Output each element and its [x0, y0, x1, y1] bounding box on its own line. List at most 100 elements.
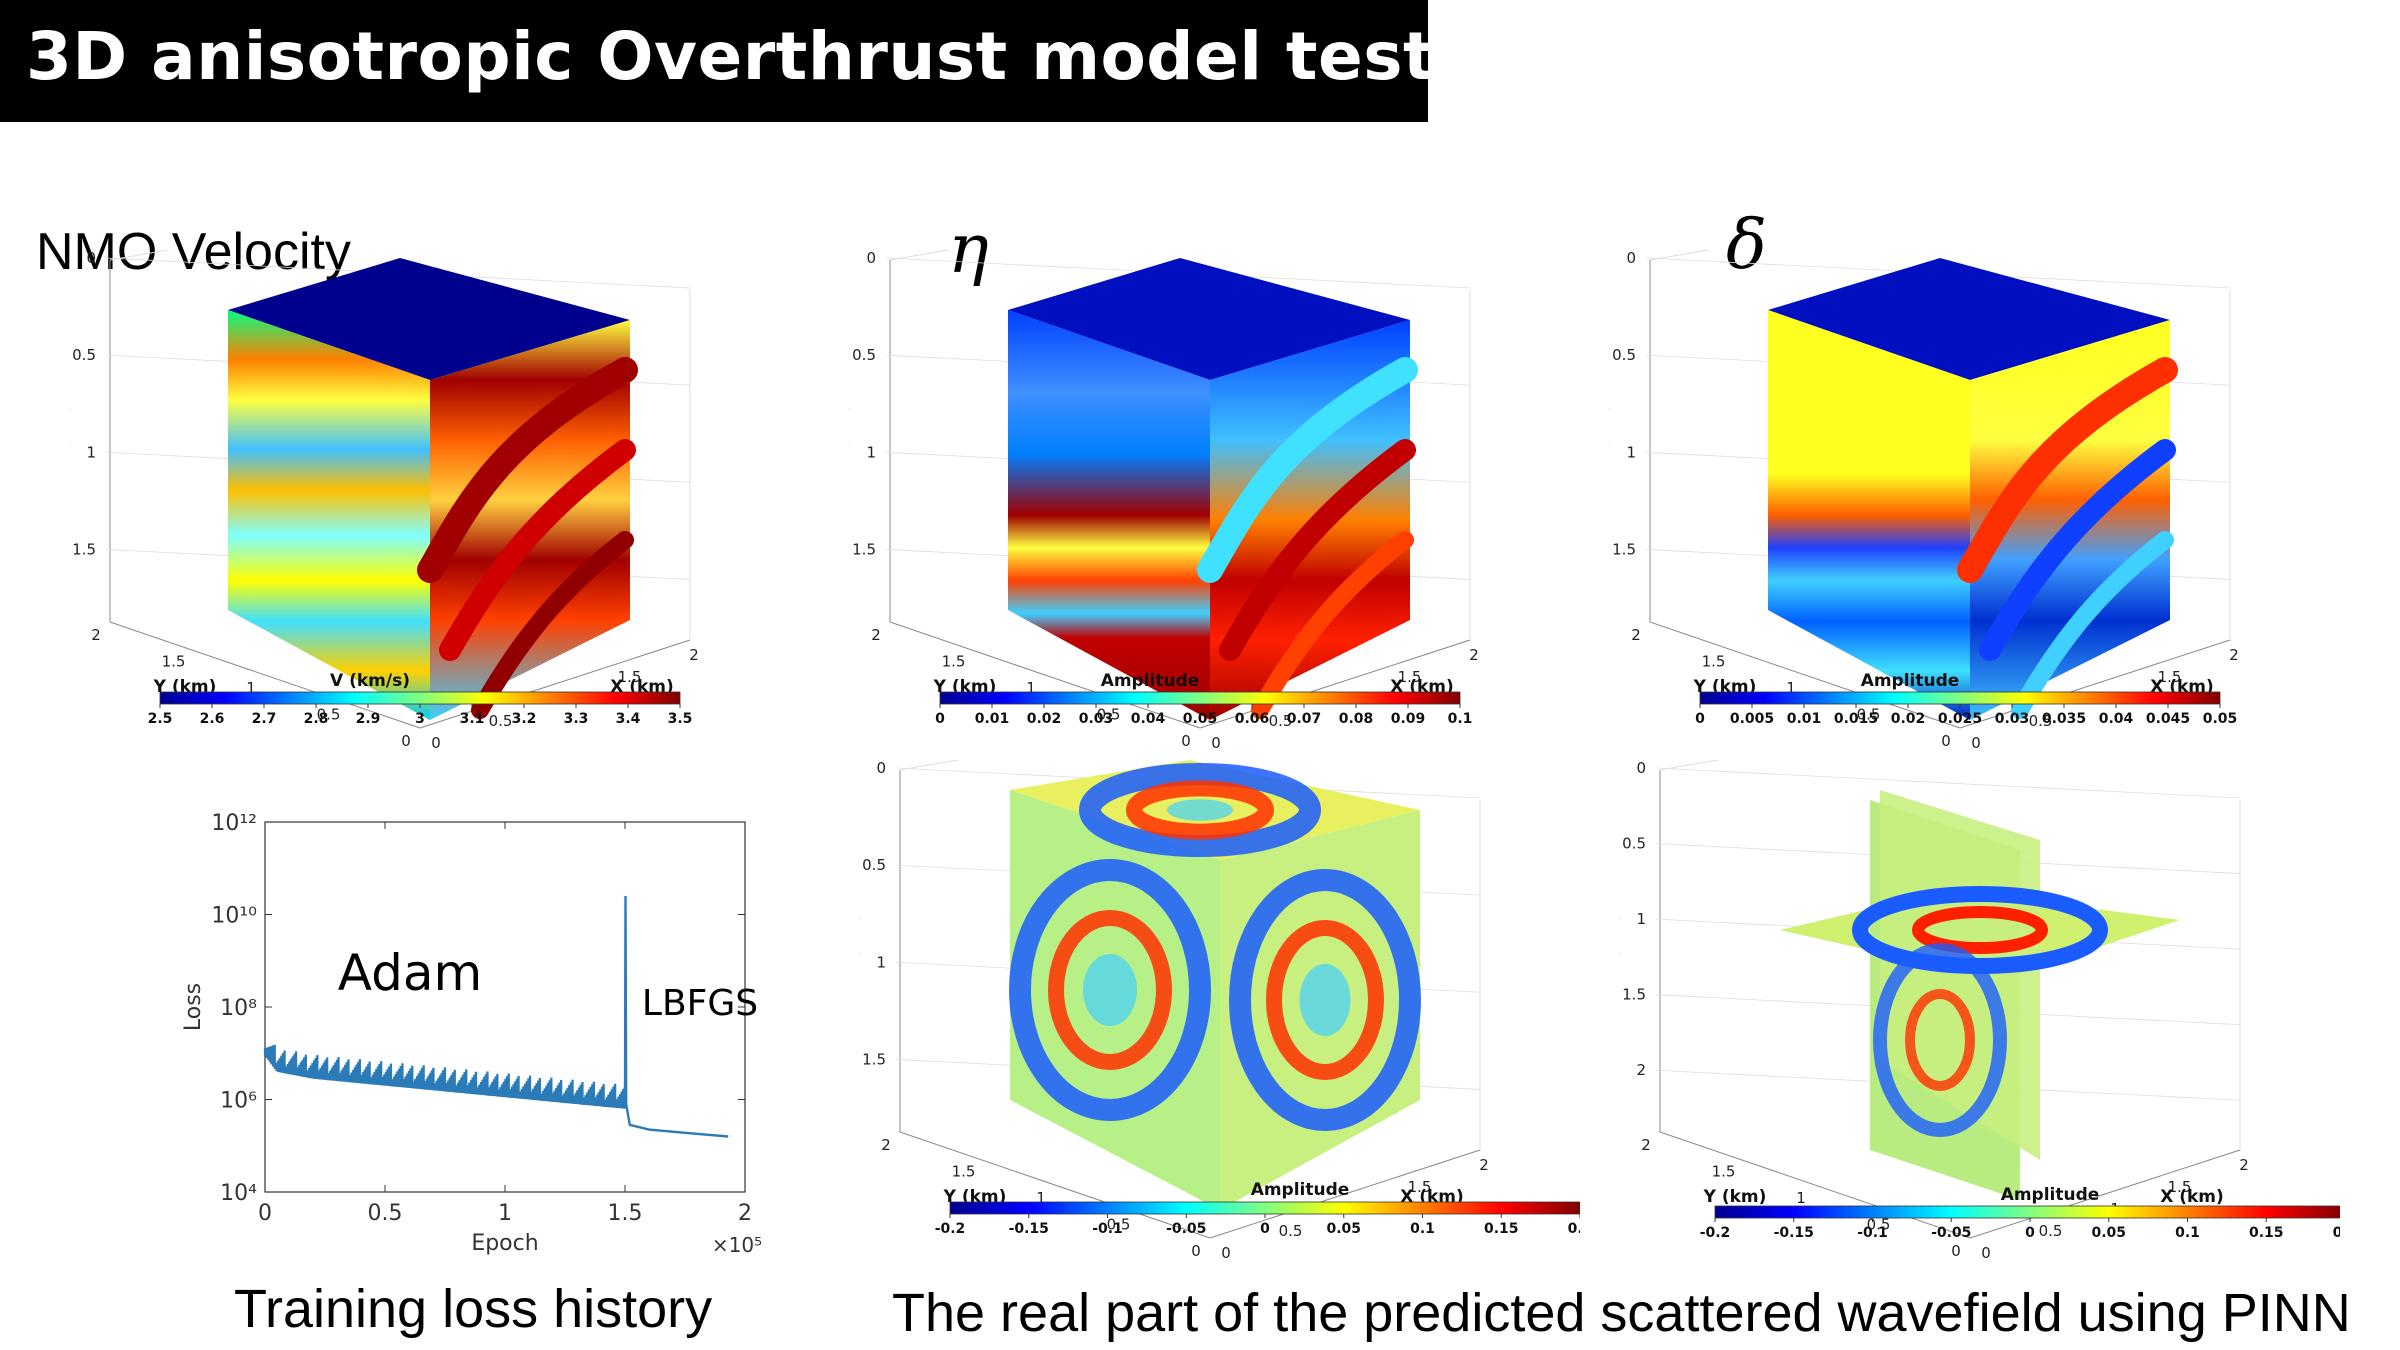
delta-colorbar-tick: 0.005 [1730, 711, 1774, 727]
eta-y-tick: 0.5 [1097, 706, 1121, 724]
wave_slices-plot: 00.511.52Z (km)21.510.50Y (km)00.511.52X… [1620, 760, 2340, 1260]
wave_cube-colorbar-tick: -0.1 [1092, 1221, 1123, 1237]
wave_cube-x-tick: 1.5 [1408, 1178, 1432, 1196]
eta-x-tick: 0.5 [1269, 712, 1293, 730]
loss-y-label: Loss [181, 983, 206, 1031]
wave_cube-colorbar-tick: 0 [1260, 1221, 1270, 1237]
wave_cube-z-label: Z (km) [860, 914, 863, 977]
delta-y-tick: 0.5 [1857, 706, 1881, 724]
wave_slices-x-tick: 0.5 [2039, 1222, 2063, 1240]
delta-colorbar-tick: 0.04 [2099, 711, 2134, 727]
delta-y-tick: 2 [1631, 626, 1641, 644]
wave_slices-z-tick: 1 [1636, 910, 1646, 928]
wave_slices-z-tick: 1.5 [1622, 986, 1646, 1004]
wave_cube-colorbar-label: Amplitude [1251, 1180, 1350, 1200]
delta-colorbar-tick: 0.015 [1834, 711, 1878, 727]
eta-z-tick: 1 [866, 443, 876, 461]
eta-z-label: Z (km) [850, 404, 853, 467]
loss-x-tick: 2 [738, 1201, 752, 1226]
nmo-colorbar [159, 691, 681, 705]
delta-x-tick: 0.5 [2029, 712, 2053, 730]
loss-caption: Training loss history [234, 1279, 713, 1339]
wavefield-cube-panel: 00.511.5Z (km)21.510.50Y (km)00.511.52X … [860, 760, 1580, 1260]
delta-structure [1957, 357, 2178, 583]
wave_slices-colorbar-label: Amplitude [2001, 1185, 2100, 1205]
loss-y-tick: 10⁶ [220, 1089, 257, 1114]
title-bar: 3D anisotropic Overthrust model test [0, 0, 1435, 122]
wave_slices-x-tick: 1.5 [2168, 1178, 2192, 1196]
wave_cube-y-tick: 1.5 [952, 1163, 976, 1181]
nmo-z-tick: 1.5 [72, 540, 96, 558]
wave_cube-z-tick: 1 [876, 953, 886, 971]
eta-x-tick: 0 [1211, 734, 1221, 750]
eta-colorbar-label: Amplitude [1101, 671, 1200, 691]
wave_slices-colorbar-tick: -0.15 [1774, 1225, 1814, 1241]
nmo-front-face [228, 310, 430, 720]
loss-chart-svg: 0 0.5 1 1.5 2 10¹² 10¹⁰ 10⁸ 10⁶ 10⁴ Epoch ×10⁵ Loss A… [181, 811, 762, 1257]
nmo-z-tick: 0 [86, 250, 96, 267]
loss-x-tick: 1 [498, 1201, 512, 1226]
loss-y-tick: 10¹⁰ [211, 904, 257, 929]
nmo-structure [417, 357, 638, 583]
wave_slices-colorbar-tick: 0.15 [2249, 1225, 2284, 1241]
delta-y-tick: 1 [1786, 679, 1796, 697]
nmo-colorbar-tick: 3.2 [512, 711, 537, 727]
eta-front-face [1008, 310, 1210, 720]
wave_cube-y-tick: 0.5 [1107, 1216, 1131, 1234]
nmo-x-tick: 2 [689, 646, 699, 664]
wave_cube-x-tick: 0.5 [1279, 1222, 1303, 1240]
eta-structure [1219, 439, 1416, 661]
wave_cube-colorbar-tick: 0.05 [1326, 1221, 1361, 1237]
eta-colorbar-tick: 0.07 [1287, 711, 1322, 727]
wave_slices-y-tick: 1.5 [1712, 1163, 1736, 1181]
nmo-plot: 00.511.5Z (km)21.510.50Y (km)00.511.52X … [70, 250, 699, 750]
delta-top-face [1768, 258, 2170, 380]
eta-y-tick: 2 [871, 626, 881, 644]
eta-z-tick: 0 [866, 250, 876, 267]
wave_cube-wave-core [1167, 799, 1233, 821]
delta-colorbar-tick: 0.02 [1891, 711, 1926, 727]
loss-y-tick: 10¹² [211, 811, 257, 836]
wave_cube-colorbar-tick: 0.1 [1410, 1221, 1435, 1237]
wave_cube-z-tick: 0 [876, 760, 886, 777]
wave_slices-wave-ring [1905, 989, 1975, 1091]
delta-colorbar-tick: 0.045 [2146, 711, 2190, 727]
loss-chart: 0 0.5 1 1.5 2 10¹² 10¹⁰ 10⁸ 10⁶ 10⁴ Epoch ×10⁵ Loss A… [170, 800, 790, 1280]
wave_slices-colorbar-tick: -0.1 [1857, 1225, 1888, 1241]
loss-y-tick: 10⁸ [220, 996, 257, 1021]
nmo-velocity-panel: 00.511.5Z (km)21.510.50Y (km)00.511.52X … [70, 250, 790, 750]
wave_slices-colorbar-tick: -0.05 [1931, 1225, 1971, 1241]
nmo-structure [439, 439, 636, 661]
eta-colorbar-tick: 0.09 [1391, 711, 1426, 727]
nmo-z-tick: 0.5 [72, 346, 96, 364]
wave_cube-wave-core [1299, 964, 1351, 1036]
nmo-colorbar-tick: 2.5 [148, 711, 173, 727]
slide-title: 3D anisotropic Overthrust model test [26, 18, 1436, 95]
delta-x-tick: 0 [1971, 734, 1981, 750]
loss-x-tick: 0.5 [368, 1201, 403, 1226]
eta-colorbar-tick: 0.08 [1339, 711, 1374, 727]
nmo-colorbar-tick: 2.7 [252, 711, 277, 727]
nmo-y-tick: 2 [91, 626, 101, 644]
nmo-x-tick: 0.5 [489, 712, 513, 730]
wave_slices-colorbar-tick: 0.2 [2333, 1225, 2340, 1241]
delta-colorbar [1699, 691, 2221, 705]
wave_cube-colorbar-tick: 0.15 [1484, 1221, 1519, 1237]
wave_cube-colorbar [949, 1201, 1580, 1215]
wavefield-caption: The real part of the predicted scattered… [892, 1283, 2351, 1343]
nmo-y-tick: 1.5 [162, 653, 186, 671]
wave_cube-wave-ring [1009, 859, 1211, 1121]
eta-y-tick: 1.5 [942, 653, 966, 671]
delta-x-tick: 1.5 [2158, 668, 2182, 686]
wave_cube-colorbar-tick: 0.2 [1568, 1221, 1580, 1237]
wave_cube-colorbar-tick: -0.15 [1009, 1221, 1049, 1237]
wave_cube-plot: 00.511.5Z (km)21.510.50Y (km)00.511.52X … [860, 760, 1580, 1260]
eta-structure [1251, 531, 1414, 719]
wave_slices-colorbar-tick: -0.2 [1700, 1225, 1731, 1241]
delta-z-tick: 0 [1626, 250, 1636, 267]
delta-colorbar-tick: 0.035 [2042, 711, 2086, 727]
wave_slices-z-tick: 0.5 [1622, 835, 1646, 853]
nmo-colorbar-tick: 2.8 [304, 711, 329, 727]
eta-label: η [948, 210, 989, 289]
wave_cube-wave-ring [1229, 869, 1421, 1131]
